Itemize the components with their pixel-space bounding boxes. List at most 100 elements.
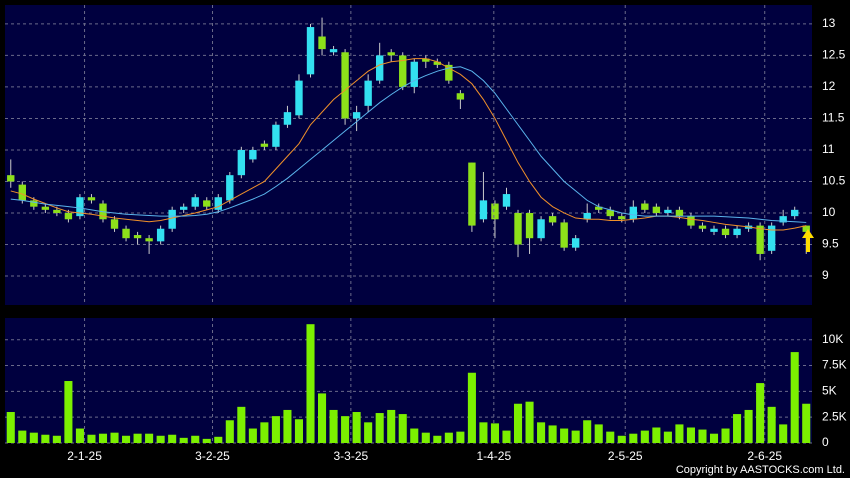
volume-bar bbox=[352, 412, 361, 443]
candle-body bbox=[168, 209, 176, 229]
candle-body bbox=[191, 197, 199, 207]
candle-body bbox=[687, 216, 695, 226]
candle-body bbox=[203, 200, 211, 207]
y-tick-label: 13 bbox=[822, 16, 836, 30]
volume-bar bbox=[110, 432, 119, 443]
y-tick-label: 7.5K bbox=[822, 358, 847, 372]
candle-body bbox=[445, 64, 453, 81]
candle-body bbox=[675, 209, 684, 217]
y-tick-label: 10K bbox=[822, 332, 843, 346]
volume-bar bbox=[122, 435, 131, 443]
volume-bar bbox=[594, 424, 603, 443]
candle-body bbox=[87, 197, 96, 201]
candle-body bbox=[133, 235, 142, 239]
candle-body bbox=[583, 212, 591, 220]
candle-body bbox=[433, 61, 442, 65]
volume-bar bbox=[306, 324, 315, 443]
volume-bar bbox=[64, 381, 73, 443]
volume-bar bbox=[767, 406, 776, 443]
volume-bar bbox=[75, 428, 84, 443]
volume-bar bbox=[214, 436, 223, 443]
candle-body bbox=[53, 209, 61, 213]
candle-body bbox=[375, 55, 384, 81]
volume-bar bbox=[490, 423, 499, 443]
volume-bar bbox=[640, 430, 649, 443]
candle-body bbox=[514, 212, 522, 245]
volume-bar bbox=[663, 431, 672, 443]
candle-body bbox=[698, 225, 707, 229]
candle-body bbox=[341, 52, 349, 119]
volume-bar bbox=[790, 352, 799, 443]
volume-bar bbox=[571, 430, 580, 443]
candle-body bbox=[791, 209, 799, 217]
volume-bar bbox=[513, 403, 523, 443]
candle-body bbox=[329, 49, 338, 53]
x-tick-label: 3-3-25 bbox=[334, 449, 369, 463]
candle-body bbox=[802, 225, 810, 232]
volume-bar bbox=[248, 428, 257, 443]
y-tick-label: 5K bbox=[822, 384, 837, 398]
volume-bar bbox=[318, 393, 327, 443]
y-tick-label: 9 bbox=[822, 268, 829, 282]
candle-body bbox=[641, 203, 649, 210]
moving-average bbox=[10, 66, 807, 223]
candle-body bbox=[710, 228, 718, 232]
volume-bar bbox=[168, 434, 177, 443]
candle-body bbox=[110, 219, 119, 229]
candle-body bbox=[422, 58, 430, 62]
volume-bar bbox=[191, 435, 200, 443]
candle-body bbox=[618, 216, 626, 220]
volume-bar bbox=[479, 422, 488, 443]
y-tick-label: 11.5 bbox=[822, 111, 845, 125]
volume-bar bbox=[18, 430, 27, 443]
y-tick-label: 9.5 bbox=[822, 237, 839, 251]
volume-bar bbox=[433, 435, 442, 443]
volume-bar bbox=[525, 401, 534, 443]
x-tick-label: 1-4-25 bbox=[476, 449, 511, 463]
indicator-arrow bbox=[802, 229, 814, 252]
candle-body bbox=[479, 200, 488, 220]
volume-bar bbox=[156, 435, 165, 443]
volume-bar bbox=[779, 424, 788, 443]
volume-bar bbox=[537, 422, 546, 443]
candle-body bbox=[756, 225, 764, 254]
volume-bar bbox=[629, 433, 638, 443]
volume-bar bbox=[260, 422, 269, 443]
volume-bar bbox=[456, 431, 465, 443]
volume-bar bbox=[387, 409, 396, 443]
candle-body bbox=[364, 80, 372, 106]
x-tick-label: 3-2-25 bbox=[195, 449, 230, 463]
candle-body bbox=[767, 225, 776, 251]
volume-bar bbox=[733, 414, 742, 443]
price-panel bbox=[5, 5, 812, 305]
candle-body bbox=[491, 203, 499, 220]
x-tick-label: 2-6-25 bbox=[747, 449, 782, 463]
candle-body bbox=[306, 27, 315, 75]
volume-bar bbox=[467, 372, 476, 443]
candle-body bbox=[606, 209, 614, 217]
candle-body bbox=[76, 197, 84, 217]
candle-body bbox=[548, 216, 557, 223]
volume-bar bbox=[652, 427, 661, 443]
volume-bar bbox=[606, 431, 615, 443]
candle-body bbox=[283, 112, 292, 125]
moving-average bbox=[10, 58, 807, 231]
candle-body bbox=[502, 194, 511, 207]
volume-bar bbox=[329, 409, 338, 443]
volume-bar bbox=[744, 409, 753, 443]
volume-bar bbox=[6, 412, 15, 443]
candle-body bbox=[237, 149, 246, 176]
y-tick-label: 10.5 bbox=[822, 174, 846, 188]
volume-bar bbox=[410, 428, 419, 443]
candle-body bbox=[664, 209, 672, 213]
volume-bar bbox=[179, 437, 188, 443]
volume-bar bbox=[29, 432, 38, 443]
candle-body bbox=[145, 238, 153, 242]
candle-body bbox=[156, 228, 165, 242]
candle-body bbox=[272, 124, 280, 147]
candle-body bbox=[226, 175, 234, 201]
candle-body bbox=[387, 52, 395, 56]
volume-bar bbox=[444, 432, 453, 443]
volume-bar bbox=[283, 409, 292, 443]
